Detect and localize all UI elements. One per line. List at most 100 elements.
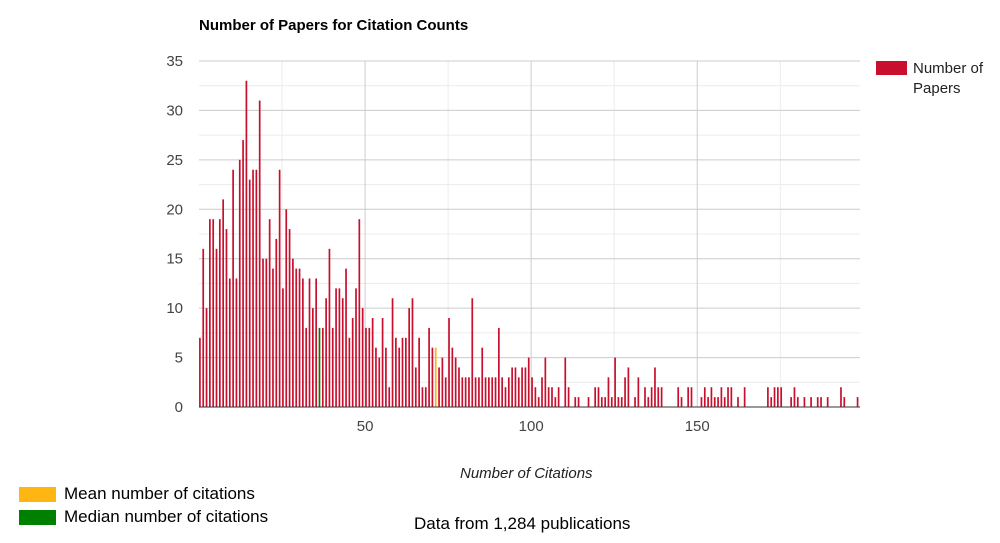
bar (507, 377, 510, 407)
bar (624, 377, 626, 407)
bar (361, 308, 364, 407)
bar (381, 318, 384, 407)
bar (278, 169, 281, 407)
bar (497, 327, 500, 407)
bar (232, 169, 234, 407)
bar (228, 278, 231, 407)
bar (238, 159, 241, 407)
bar (796, 397, 799, 407)
bar (703, 387, 706, 407)
bar (355, 288, 357, 407)
bar (311, 308, 314, 407)
bar (235, 278, 238, 407)
bar (464, 377, 467, 407)
bar (484, 377, 487, 407)
bar (770, 397, 773, 407)
bar (637, 377, 640, 407)
bar (567, 387, 570, 407)
bar (341, 298, 344, 407)
bar (338, 288, 341, 407)
bar (577, 397, 580, 407)
legend-swatch-number-of-papers (876, 61, 907, 75)
bar (488, 377, 490, 407)
bar (199, 337, 201, 407)
bar (209, 219, 211, 407)
x-tick-label: 150 (685, 418, 710, 435)
bar (202, 248, 205, 407)
bar (268, 219, 271, 407)
x-tick-label: 100 (519, 418, 544, 435)
bar (252, 169, 254, 407)
bar (245, 80, 248, 408)
bar (365, 327, 367, 407)
bar (810, 397, 812, 407)
bar (717, 397, 719, 407)
bar (321, 327, 324, 407)
legend-label-mean: Mean number of citations (64, 484, 255, 503)
bar (444, 377, 447, 407)
bar (418, 337, 420, 407)
bar (690, 387, 693, 407)
bar (474, 377, 477, 407)
bar (328, 248, 331, 407)
bar (531, 377, 533, 407)
bar (411, 298, 414, 407)
bar (218, 219, 221, 407)
bar (843, 397, 846, 407)
bar (275, 238, 278, 407)
bar (617, 397, 620, 407)
y-tick-label: 0 (175, 399, 183, 416)
bar (730, 387, 733, 407)
bar (713, 397, 716, 407)
bar (816, 397, 819, 407)
bar (451, 347, 454, 407)
bar (401, 337, 404, 407)
bar (527, 357, 530, 407)
bar (654, 367, 656, 407)
bar (790, 397, 792, 407)
bar (574, 397, 577, 407)
bar (614, 357, 616, 407)
bar (315, 278, 318, 407)
bar (288, 229, 291, 407)
bar (650, 387, 653, 407)
bar (272, 268, 274, 407)
grid-lines (199, 60, 860, 407)
bar (680, 397, 683, 407)
bar (587, 397, 590, 407)
bar (461, 377, 464, 407)
bar (720, 387, 723, 407)
bar (325, 298, 327, 407)
bar (458, 367, 460, 407)
bar (454, 357, 457, 407)
y-tick-label: 35 (166, 53, 183, 70)
bar (554, 397, 557, 407)
bar (368, 327, 371, 407)
bar (285, 209, 288, 407)
bar (242, 140, 244, 408)
bar (391, 298, 394, 407)
bar (773, 387, 776, 407)
bar (308, 278, 311, 407)
axes-group: 0 5 10 15 20 25 30 35 50 100 150 (166, 53, 860, 435)
bar (780, 387, 783, 407)
bar-mean (434, 347, 437, 407)
bar (345, 268, 347, 407)
bar (840, 387, 842, 407)
bar (620, 397, 623, 407)
bar-median (318, 327, 321, 407)
footer-note: Data from 1,284 publications (414, 514, 631, 533)
legend-swatch-mean (19, 487, 56, 502)
bar (305, 327, 308, 407)
bar (258, 100, 261, 408)
bar (594, 387, 597, 407)
bar (777, 387, 779, 407)
bar (371, 318, 374, 407)
bar (517, 377, 520, 407)
bar (212, 219, 215, 407)
bar (607, 377, 610, 407)
bar (481, 347, 484, 407)
bar (604, 397, 606, 407)
x-axis-label: Number of Citations (460, 465, 593, 482)
